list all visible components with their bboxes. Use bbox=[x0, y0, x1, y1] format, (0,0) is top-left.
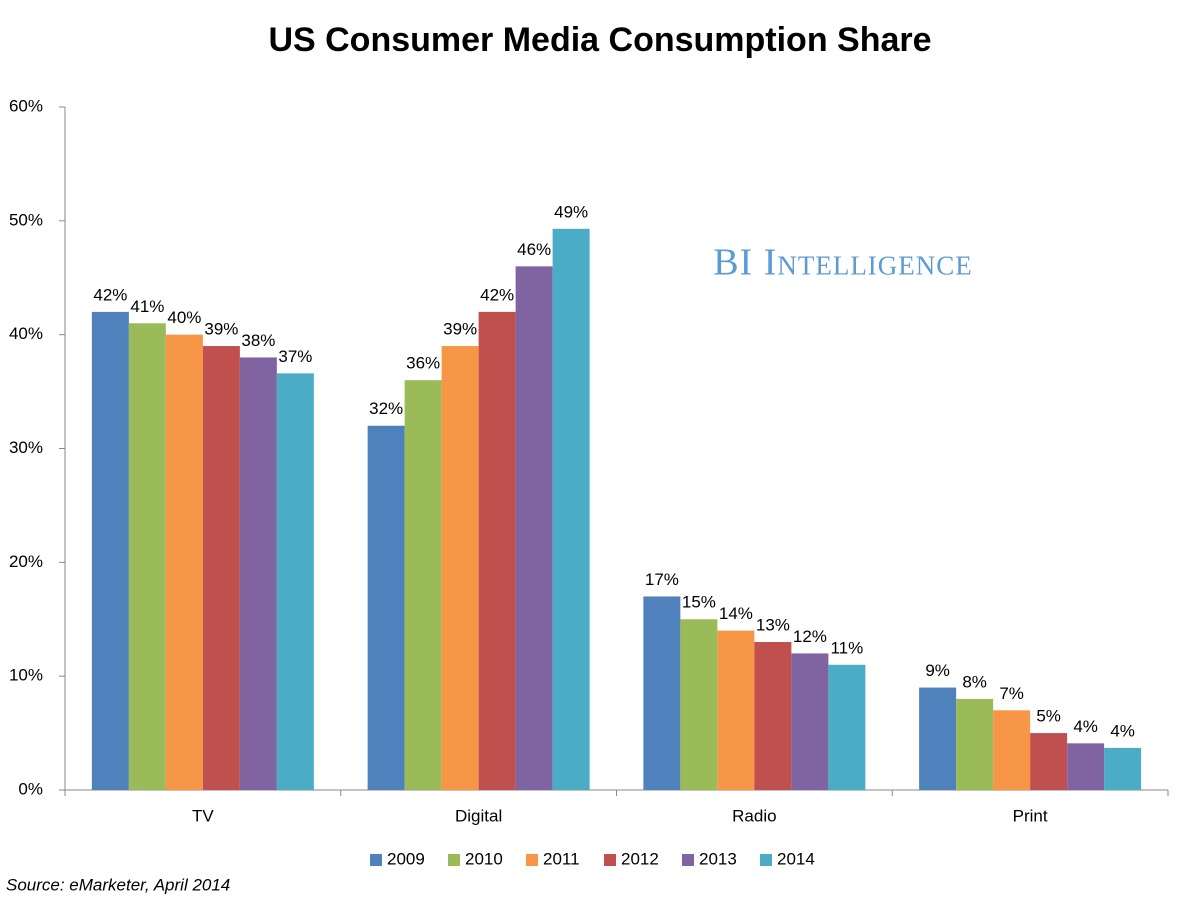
data-label: 37% bbox=[278, 347, 312, 366]
legend-label: 2011 bbox=[543, 849, 580, 868]
bar bbox=[993, 710, 1031, 790]
watermark: BI Intelligence bbox=[713, 242, 973, 284]
data-label: 4% bbox=[1073, 717, 1098, 736]
bar bbox=[91, 311, 129, 790]
bar bbox=[367, 425, 405, 790]
y-tick-label: 30% bbox=[9, 438, 43, 457]
legend-label: 2013 bbox=[699, 849, 737, 868]
data-label: 8% bbox=[962, 672, 987, 691]
data-label: 32% bbox=[369, 399, 403, 418]
bar bbox=[791, 653, 829, 790]
bar bbox=[717, 630, 755, 790]
data-label: 49% bbox=[554, 202, 588, 221]
legend-label: 2010 bbox=[465, 849, 503, 868]
bar bbox=[1104, 747, 1142, 790]
bar bbox=[919, 687, 957, 790]
y-tick-label: 20% bbox=[9, 552, 43, 571]
data-label: 9% bbox=[925, 661, 950, 680]
bar bbox=[515, 266, 553, 790]
x-tick-label: Print bbox=[1013, 806, 1048, 825]
data-label: 13% bbox=[756, 616, 790, 635]
bar bbox=[165, 334, 203, 790]
data-label: 17% bbox=[645, 570, 679, 589]
data-label: 42% bbox=[93, 285, 127, 304]
bar bbox=[441, 346, 479, 790]
x-tick-label: TV bbox=[192, 806, 214, 825]
data-label: 14% bbox=[719, 604, 753, 623]
data-label: 46% bbox=[517, 240, 551, 259]
bar bbox=[1067, 743, 1105, 790]
data-label: 7% bbox=[999, 684, 1024, 703]
bar bbox=[239, 357, 277, 790]
data-label: 11% bbox=[830, 638, 863, 657]
legend-label: 2012 bbox=[621, 849, 659, 868]
legend-swatch bbox=[448, 854, 460, 866]
x-tick-label: Radio bbox=[732, 806, 776, 825]
legend-label: 2009 bbox=[387, 849, 425, 868]
bar bbox=[276, 373, 314, 790]
data-label: 39% bbox=[443, 320, 477, 339]
data-label: 15% bbox=[682, 593, 716, 612]
source: Source: eMarketer, April 2014 bbox=[6, 875, 230, 894]
data-label: 42% bbox=[480, 285, 514, 304]
bar bbox=[754, 642, 792, 790]
y-tick-label: 60% bbox=[9, 96, 43, 115]
legend-swatch bbox=[526, 854, 538, 866]
data-label: 36% bbox=[406, 354, 440, 373]
bar bbox=[478, 311, 516, 790]
bar bbox=[552, 228, 590, 791]
x-tick-label: Digital bbox=[455, 806, 502, 825]
data-label: 39% bbox=[204, 320, 238, 339]
bar bbox=[202, 346, 240, 790]
chart-title: US Consumer Media Consumption Share bbox=[268, 21, 931, 59]
bar bbox=[828, 664, 866, 790]
data-label: 38% bbox=[241, 331, 275, 350]
legend-swatch bbox=[682, 854, 694, 866]
bar bbox=[956, 698, 994, 790]
legend-label: 2014 bbox=[777, 849, 815, 868]
data-label: 5% bbox=[1036, 707, 1061, 726]
y-tick-label: 40% bbox=[9, 324, 43, 343]
y-tick-label: 50% bbox=[9, 210, 43, 229]
bar bbox=[643, 596, 681, 790]
bar bbox=[680, 619, 718, 790]
data-label: 40% bbox=[167, 308, 201, 327]
legend-swatch bbox=[760, 854, 772, 866]
data-label: 41% bbox=[130, 297, 164, 316]
y-tick-label: 10% bbox=[9, 666, 43, 685]
legend-swatch bbox=[604, 854, 616, 866]
data-label: 4% bbox=[1110, 721, 1135, 740]
bar bbox=[404, 380, 442, 790]
data-label: 12% bbox=[793, 627, 827, 646]
y-tick-label: 0% bbox=[18, 779, 43, 798]
bar bbox=[1030, 733, 1068, 790]
bar bbox=[128, 323, 166, 790]
legend-swatch bbox=[370, 854, 382, 866]
